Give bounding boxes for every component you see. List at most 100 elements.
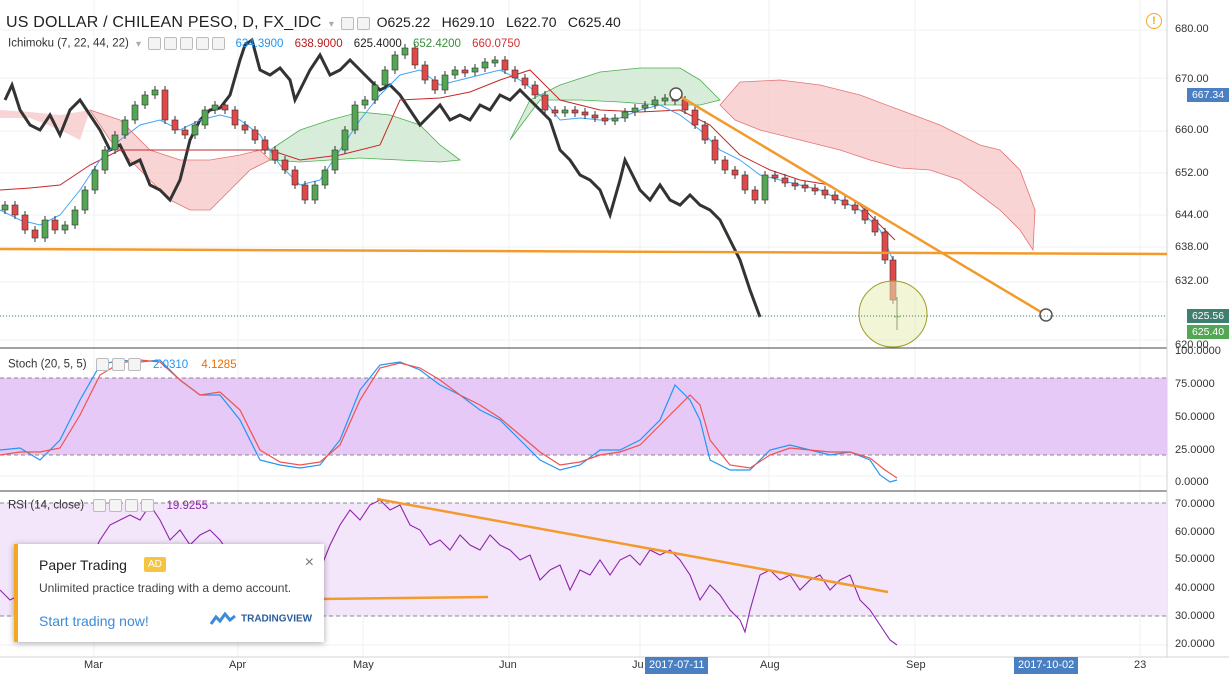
candle[interactable]: [301, 184, 309, 201]
candle[interactable]: [771, 174, 779, 179]
stoch-legend[interactable]: Stoch (20, 5, 5) 2.0310 4.1285: [8, 358, 237, 371]
candle[interactable]: [471, 67, 479, 73]
candle[interactable]: [871, 219, 879, 233]
close-icon[interactable]: ×: [304, 554, 314, 571]
candle[interactable]: [411, 47, 419, 66]
candle[interactable]: [441, 74, 449, 91]
candle[interactable]: [481, 61, 489, 69]
chevron-down-icon[interactable]: ▾: [136, 38, 142, 50]
candle[interactable]: [631, 107, 639, 113]
candle[interactable]: [861, 209, 869, 221]
candle[interactable]: [391, 54, 399, 71]
candle[interactable]: [331, 149, 339, 171]
candle[interactable]: [81, 189, 89, 211]
candle[interactable]: [551, 109, 559, 114]
rsi-support-line[interactable]: [319, 595, 489, 601]
candle[interactable]: [781, 177, 789, 184]
candle[interactable]: [761, 174, 769, 201]
candle[interactable]: [881, 231, 889, 261]
candle[interactable]: [521, 77, 529, 86]
candle[interactable]: [101, 149, 109, 171]
candle[interactable]: [221, 104, 229, 111]
candle[interactable]: [361, 99, 369, 106]
candle[interactable]: [181, 129, 189, 136]
candle[interactable]: [491, 59, 499, 64]
candle[interactable]: [591, 114, 599, 119]
chevron-down-icon[interactable]: ▾: [328, 19, 334, 30]
alert-icon[interactable]: !: [1146, 13, 1162, 29]
candle[interactable]: [241, 124, 249, 131]
candle[interactable]: [461, 69, 469, 74]
paper-trading-ad[interactable]: Paper Trading AD × Unlimited practice tr…: [14, 544, 324, 642]
candle[interactable]: [711, 139, 719, 161]
candle[interactable]: [271, 149, 279, 161]
symbol-title[interactable]: US DOLLAR / CHILEAN PESO, D, FX_IDC: [6, 14, 322, 31]
candle[interactable]: [791, 182, 799, 187]
candle[interactable]: [741, 174, 749, 191]
candle[interactable]: [431, 79, 439, 91]
eye-icon[interactable]: [148, 37, 162, 50]
candle[interactable]: [121, 119, 129, 136]
candle[interactable]: [11, 204, 19, 216]
copy-icon[interactable]: [180, 37, 194, 50]
candle[interactable]: [641, 104, 649, 109]
copy-icon[interactable]: [125, 499, 139, 512]
candle[interactable]: [501, 59, 509, 71]
eye-icon[interactable]: [93, 499, 107, 512]
candle[interactable]: [371, 84, 379, 101]
candle[interactable]: [351, 104, 359, 131]
candle[interactable]: [141, 94, 149, 106]
candle[interactable]: [21, 214, 29, 231]
candle[interactable]: [811, 187, 819, 192]
candle[interactable]: [661, 97, 669, 102]
candle[interactable]: [381, 69, 389, 86]
settings-icon[interactable]: [164, 37, 178, 50]
horizontal-support-line[interactable]: [0, 247, 1168, 256]
candle[interactable]: [841, 199, 849, 206]
candle[interactable]: [851, 204, 859, 211]
settings-icon[interactable]: [111, 358, 125, 371]
candle[interactable]: [341, 129, 349, 151]
candle[interactable]: [421, 64, 429, 81]
candle[interactable]: [31, 229, 39, 239]
close-icon[interactable]: [141, 499, 155, 512]
candle[interactable]: [651, 99, 659, 106]
ichimoku-legend[interactable]: Ichimoku (7, 22, 44, 22) ▾ 634.3900 638.…: [8, 37, 520, 50]
candle[interactable]: [701, 124, 709, 141]
settings-icon[interactable]: [357, 17, 371, 31]
candle[interactable]: [91, 169, 99, 191]
candle[interactable]: [281, 159, 289, 171]
candle[interactable]: [541, 94, 549, 111]
candle[interactable]: [731, 169, 739, 176]
candle[interactable]: [801, 184, 809, 189]
candle[interactable]: [231, 109, 239, 126]
candle[interactable]: [201, 109, 209, 126]
candle[interactable]: [41, 219, 49, 239]
candle[interactable]: [831, 194, 839, 201]
candle[interactable]: [821, 189, 829, 196]
candle[interactable]: [751, 189, 759, 201]
candle[interactable]: [601, 117, 609, 122]
candle[interactable]: [171, 119, 179, 131]
candle[interactable]: [581, 111, 589, 116]
candle[interactable]: [321, 169, 329, 186]
candle[interactable]: [401, 47, 409, 56]
tradingview-logo[interactable]: TRADINGVIEW: [208, 611, 312, 626]
candle[interactable]: [51, 219, 59, 231]
candle[interactable]: [191, 124, 199, 136]
candle[interactable]: [71, 209, 79, 226]
candle[interactable]: [291, 169, 299, 186]
candle[interactable]: [111, 134, 119, 151]
eye-icon[interactable]: [341, 17, 355, 31]
candle[interactable]: [131, 104, 139, 121]
candle[interactable]: [611, 117, 619, 122]
eye-icon[interactable]: [95, 358, 109, 371]
trendline-handle-start[interactable]: [669, 87, 683, 101]
candle[interactable]: [261, 139, 269, 151]
candle[interactable]: [571, 109, 579, 114]
candle[interactable]: [1, 204, 9, 211]
rsi-legend[interactable]: RSI (14, close) 19.9255: [8, 499, 208, 512]
candle[interactable]: [531, 84, 539, 96]
close-icon[interactable]: [127, 358, 141, 371]
